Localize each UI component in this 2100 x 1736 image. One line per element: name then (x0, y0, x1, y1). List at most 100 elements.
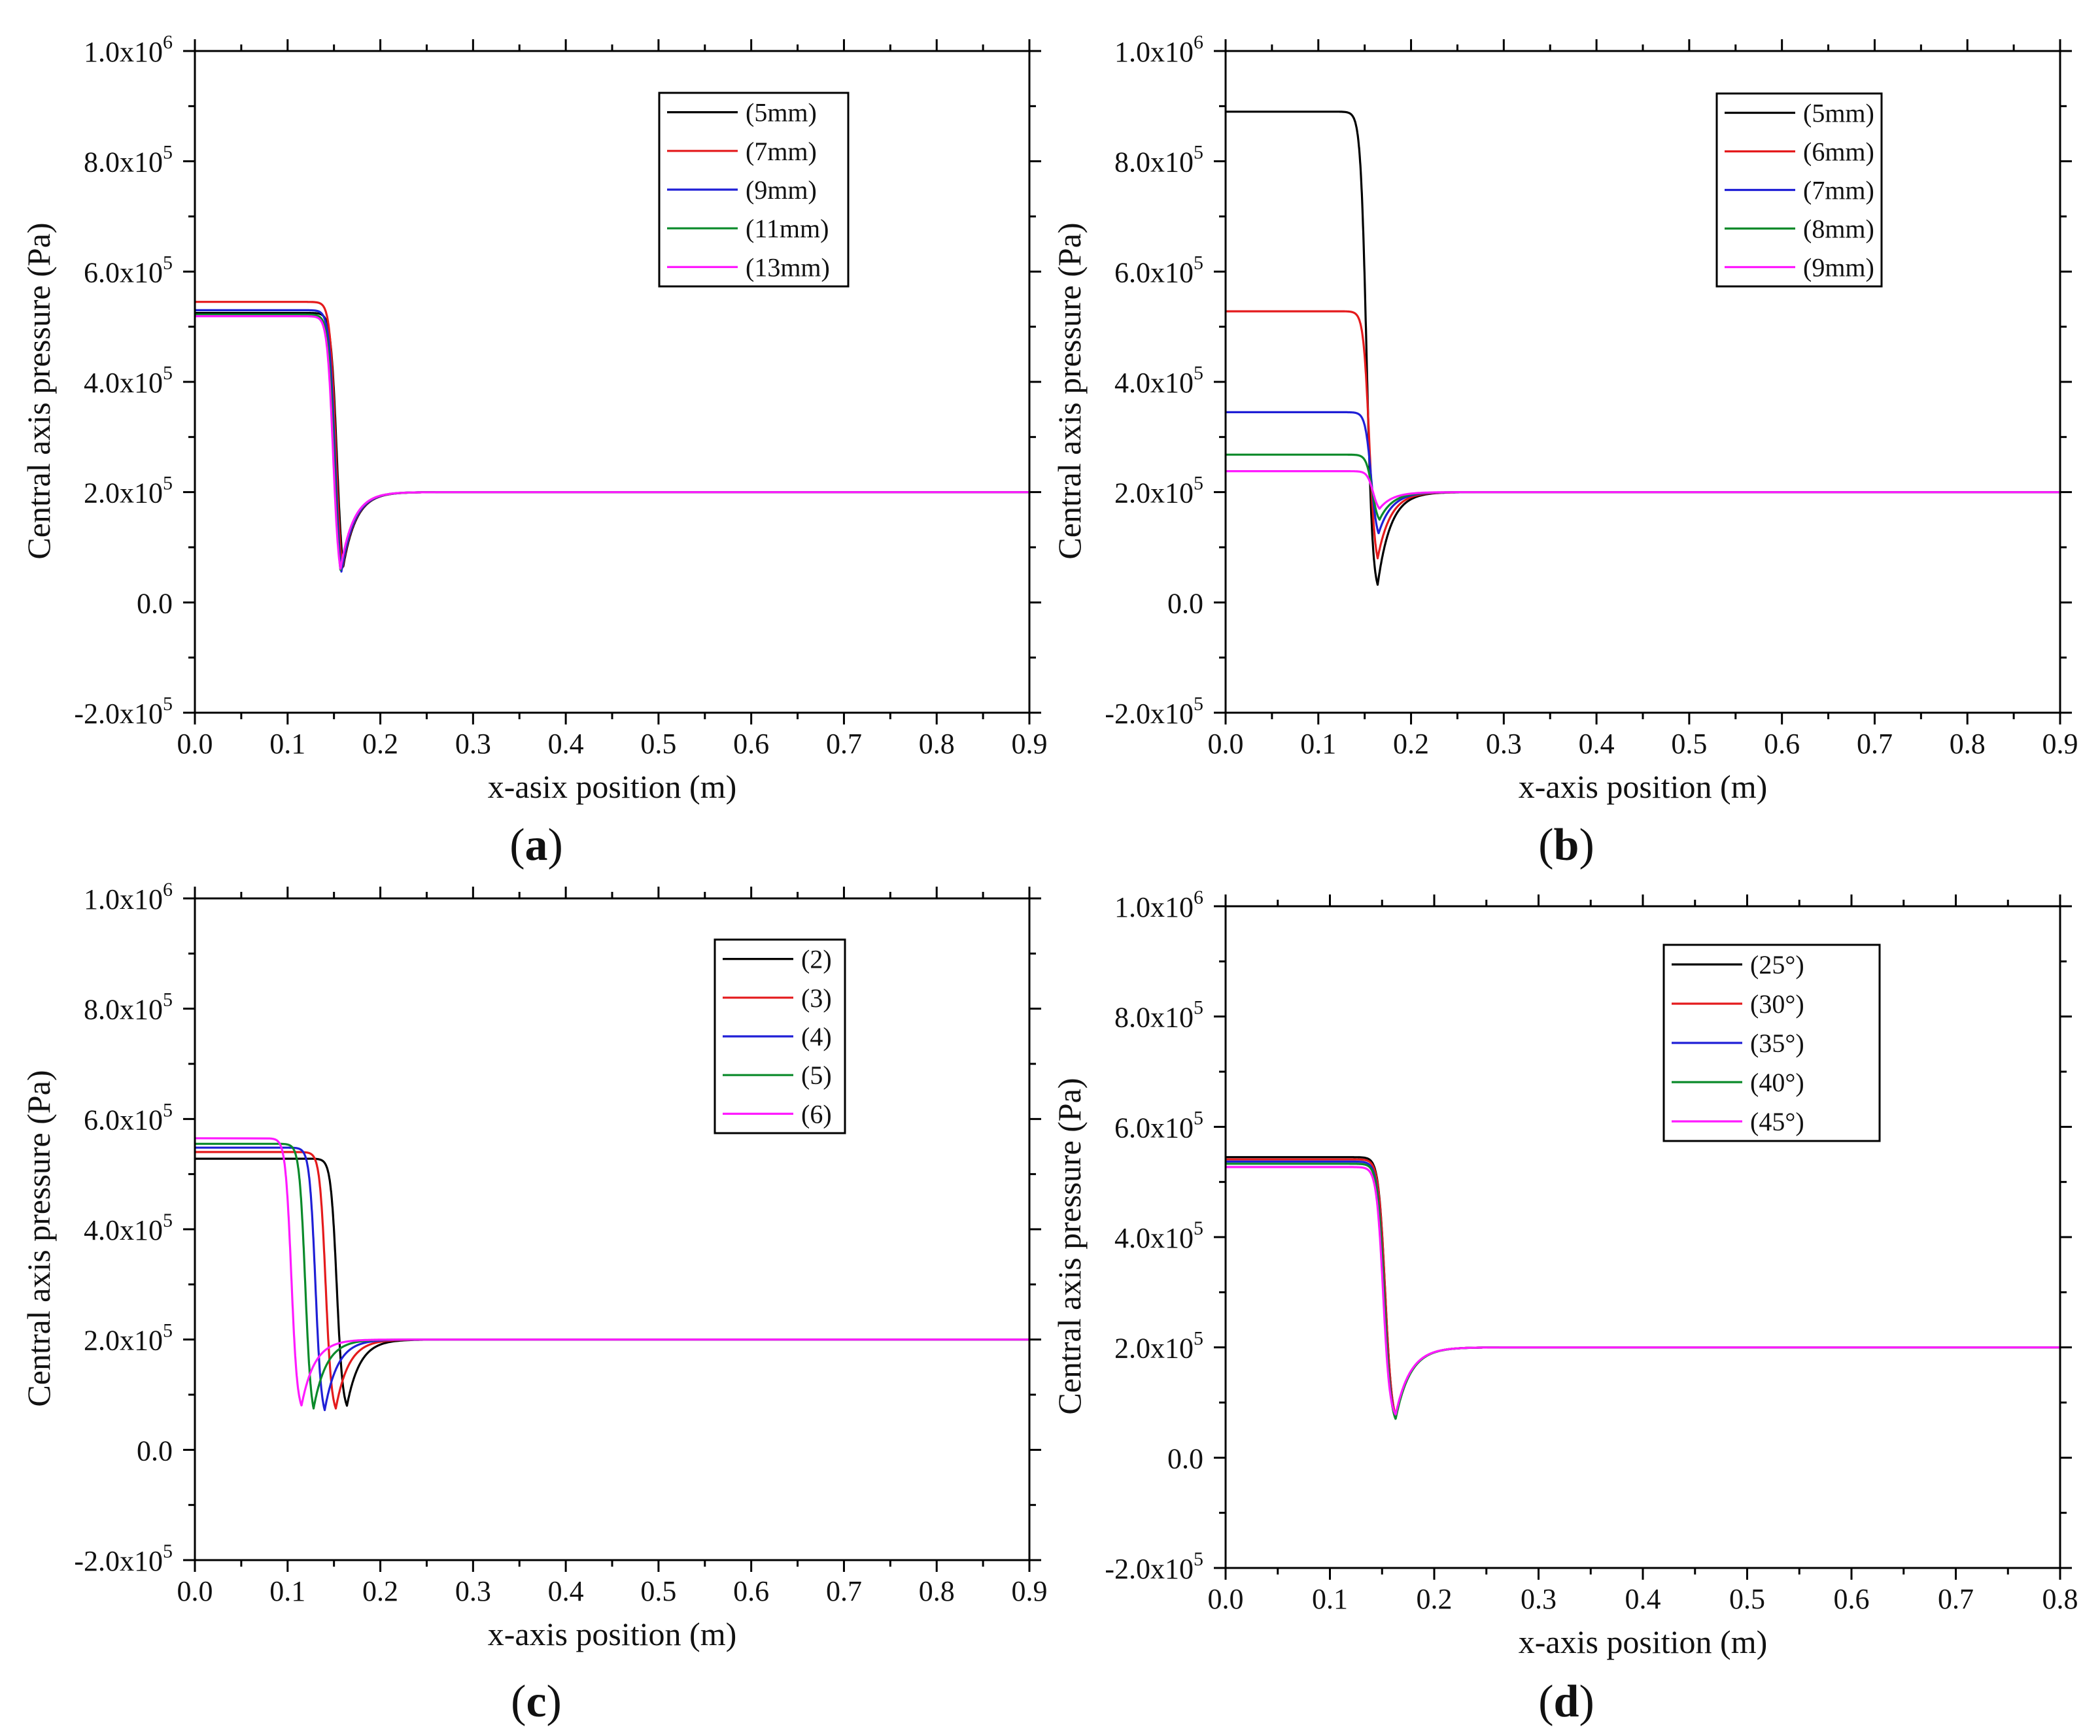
x-tick-label: 0.6 (733, 728, 769, 760)
x-tick-label: 0.6 (733, 1575, 769, 1607)
x-tick-label: 0.0 (1208, 728, 1244, 760)
legend-entry: (6) (801, 1099, 832, 1129)
y-tick-label: 2.0x105 (84, 473, 173, 509)
y-tick-label: 2.0x105 (84, 1320, 173, 1357)
y-tick-label: 6.0x105 (1114, 1107, 1203, 1144)
x-tick-label: 0.4 (548, 1575, 584, 1607)
x-tick-label: 0.2 (1393, 728, 1429, 760)
x-tick-label: 0.5 (1671, 728, 1707, 760)
y-tick-label: 4.0x105 (84, 362, 173, 399)
legend-entry: (11mm) (746, 214, 829, 243)
legend-entry: (5) (801, 1061, 832, 1090)
y-tick-label: 0.0 (1167, 587, 1203, 619)
x-tick-label: 0.4 (1579, 728, 1615, 760)
x-tick-label: 0.5 (1729, 1583, 1765, 1615)
x-tick-label: 0.7 (826, 1575, 862, 1607)
y-axis-title: Central axis pressure (Pa) (1051, 222, 1088, 559)
legend-entry: (7mm) (1803, 176, 1874, 205)
x-tick-label: 0.7 (1938, 1583, 1974, 1615)
y-tick-label: 4.0x105 (1114, 1217, 1203, 1254)
x-tick-label: 0.0 (177, 728, 213, 760)
x-tick-label: 0.0 (1208, 1583, 1244, 1615)
series-line-5mm (1226, 111, 2060, 586)
legend-entry: (5mm) (1803, 99, 1874, 128)
x-tick-label: 0.1 (1312, 1583, 1348, 1615)
series-group (195, 301, 1029, 573)
series-line-40 (1226, 1163, 2060, 1420)
y-tick-label: 2.0x105 (1114, 473, 1203, 509)
plot-frame (1224, 905, 2061, 1569)
x-tick-label: 0.3 (455, 1575, 491, 1607)
panel-label: (d) (1538, 1676, 1594, 1727)
x-tick-label: 0.5 (640, 1575, 676, 1607)
y-tick-label: 4.0x105 (1114, 362, 1203, 399)
legend-entry: (9mm) (1803, 253, 1874, 282)
y-tick-label: 6.0x105 (84, 252, 173, 288)
x-tick-label: 0.6 (1764, 728, 1800, 760)
x-tick-label: 0.0 (177, 1575, 213, 1607)
x-tick-label: 0.1 (269, 1575, 305, 1607)
legend-entry: (7mm) (746, 137, 817, 166)
legend-entry: (9mm) (746, 175, 817, 205)
x-tick-label: 0.8 (1950, 728, 1986, 760)
legend-entry: (8mm) (1803, 214, 1874, 244)
series-group (1226, 111, 2060, 586)
plot-frame (194, 50, 1031, 714)
y-tick-label: -2.0x105 (74, 1540, 173, 1577)
panel-b: 0.0 0.1 0.2 0.3 0.4 0.5 0.6 0.7 0.8 0.9-2.0x1050.… (1051, 31, 2078, 870)
legend-entry: (5mm) (746, 98, 817, 128)
legend-entry: (2) (801, 945, 832, 974)
legend-entry: (40°) (1750, 1068, 1804, 1097)
panel-label: (b) (1538, 820, 1594, 870)
series-line-30 (1226, 1158, 2060, 1417)
plot-frame (194, 897, 1031, 1561)
x-tick-label: 0.9 (1012, 728, 1048, 760)
legend-entry: (25°) (1750, 950, 1804, 979)
panel-label: (a) (509, 820, 563, 870)
x-tick-label: 0.1 (269, 728, 305, 760)
x-tick-label: 0.9 (2042, 728, 2078, 760)
x-tick-label: 0.8 (2042, 1583, 2078, 1615)
y-tick-label: -2.0x105 (74, 693, 173, 730)
x-tick-label: 0.4 (1625, 1583, 1661, 1615)
y-tick-label: 6.0x105 (1114, 252, 1203, 288)
x-tick-label: 0.5 (640, 728, 676, 760)
y-tick-label: 0.0 (137, 587, 173, 619)
y-axis-title: Central axis pressure (Pa) (20, 222, 57, 559)
series-line-35 (1226, 1160, 2060, 1418)
y-tick-label: 8.0x105 (1114, 997, 1203, 1034)
y-tick-label: 8.0x105 (1114, 142, 1203, 179)
y-tick-label: -2.0x105 (1105, 1548, 1203, 1585)
y-tick-label: 1.0x106 (1114, 31, 1203, 68)
x-tick-label: 0.1 (1300, 728, 1336, 760)
series-line-7mm (1226, 411, 2060, 534)
panel-label: (c) (511, 1676, 562, 1727)
series-group (1226, 1156, 2060, 1420)
y-tick-label: 2.0x105 (1114, 1328, 1203, 1365)
x-tick-label: 0.3 (455, 728, 491, 760)
x-tick-label: 0.3 (1486, 728, 1522, 760)
x-tick-label: 0.7 (1857, 728, 1893, 760)
legend-entry: (45°) (1750, 1107, 1804, 1136)
series-line-13mm (195, 315, 1029, 570)
series-line-5mm (195, 312, 1029, 568)
x-axis-title: x-asix position (m) (488, 768, 737, 805)
x-tick-label: 0.9 (1012, 1575, 1048, 1607)
legend-entry: (3) (801, 983, 832, 1013)
legend-entry: (13mm) (746, 252, 830, 282)
series-line-8mm (1226, 453, 2060, 521)
series-line-25 (1226, 1156, 2060, 1418)
y-tick-label: -2.0x105 (1105, 693, 1203, 730)
legend-entry: (6mm) (1803, 137, 1874, 167)
series-line-6 (195, 1137, 1029, 1406)
series-line-6mm (1226, 310, 2060, 560)
y-tick-label: 8.0x105 (84, 989, 173, 1026)
plot-frame (1224, 50, 2061, 714)
y-tick-label: 1.0x106 (1114, 887, 1203, 923)
series-line-9mm (1226, 470, 2060, 510)
x-tick-label: 0.6 (1834, 1583, 1870, 1615)
y-tick-label: 8.0x105 (84, 142, 173, 179)
legend-entry: (30°) (1750, 989, 1804, 1019)
y-tick-label: 0.0 (137, 1435, 173, 1467)
